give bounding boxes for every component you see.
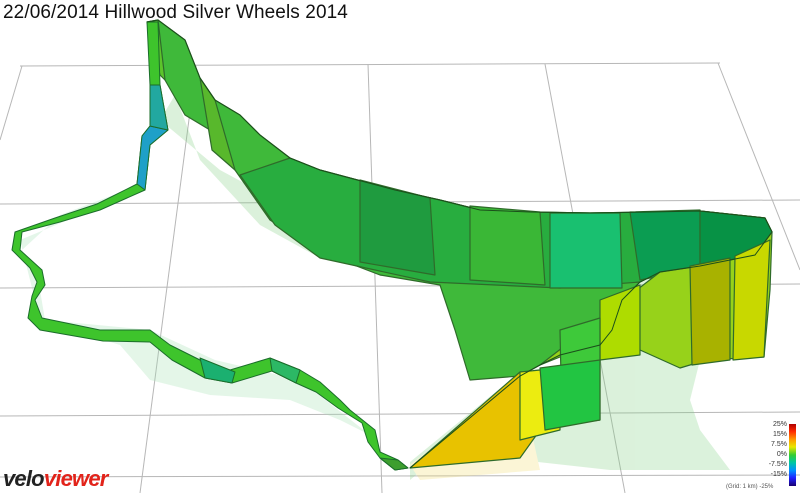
grid-note-text: (Grid: 1 km) (726, 484, 758, 490)
gradient-color-scale (789, 424, 796, 486)
legend-label-neg-15: -15% (770, 471, 787, 478)
legend-label-0: 0% (776, 451, 787, 458)
grid-scale-note: (Grid: 1 km) -25% (726, 484, 773, 490)
logo-viewer: viewer (43, 466, 108, 491)
veloviewer-logo[interactable]: veloviewer (3, 468, 108, 490)
legend-label-25: 25% (772, 421, 787, 428)
logo-velo: velo (3, 466, 45, 491)
gradient-legend: 25% 15% 7.5% 0% -7.5% -15% (756, 420, 800, 493)
legend-label-7-5: 7.5% (771, 441, 787, 448)
west-ribbon (11, 21, 409, 471)
legend-label-15: 15% (772, 431, 787, 438)
legend-label-neg-25: -25% (759, 484, 774, 490)
page-title: 22/06/2014 Hillwood Silver Wheels 2014 (3, 2, 348, 23)
route-line (146, 19, 773, 469)
legend-label-neg-7-5: -7.5% (768, 461, 787, 468)
